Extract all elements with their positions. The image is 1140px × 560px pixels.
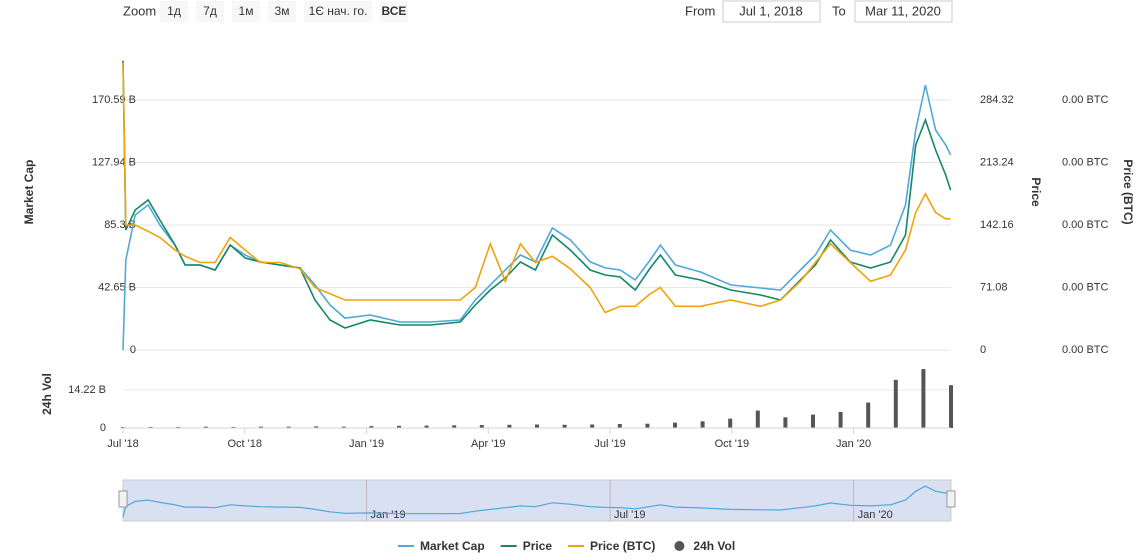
y3-tick-label: 0.00 BTC (1062, 156, 1109, 168)
y2-tick-label: 213.24 (980, 156, 1014, 168)
volume-axis-title: 24h Vol (40, 373, 54, 415)
navigator-bg (122, 479, 952, 522)
navigator-label: Jul '19 (614, 509, 645, 521)
x-tick-label: Apr '19 (471, 438, 506, 450)
legend-label[interactable]: Market Cap (420, 539, 485, 553)
volume-bar (341, 426, 346, 428)
legend-symbol[interactable] (674, 541, 685, 551)
y3-tick-label: 0.00 BTC (1062, 281, 1109, 293)
volume-bar (452, 425, 457, 428)
y2-tick-label: 0 (980, 344, 986, 356)
volume-bar (728, 418, 733, 428)
volume-bar (203, 426, 208, 428)
navigator-handle[interactable] (118, 490, 128, 508)
x-tick-label: Jan '19 (349, 438, 384, 450)
volume-bar (286, 426, 291, 428)
from-label: From (685, 3, 715, 18)
legend-label[interactable]: 24h Vol (693, 539, 735, 553)
volume-bar (479, 425, 484, 428)
volume-bar (369, 426, 374, 428)
zoom-button-label[interactable]: 1м (239, 4, 254, 18)
zoom-button[interactable] (380, 1, 408, 22)
y2-tick-label: 71.08 (980, 281, 1008, 293)
volume-bar (424, 425, 429, 428)
zoom-button-label[interactable]: 1д (167, 4, 181, 18)
volume-bar (590, 424, 595, 428)
volume-bar (176, 426, 181, 428)
zoom-button-label[interactable]: ВСЕ (382, 4, 407, 18)
x-tick-label: Oct '18 (228, 438, 263, 450)
navigator-line (122, 485, 951, 518)
volume-bar (921, 369, 926, 428)
y-tick-label: 0 (130, 344, 136, 356)
y-tick-label: 42.65 B (98, 281, 136, 293)
zoom-button[interactable] (232, 1, 260, 22)
volume-bar (700, 421, 705, 428)
volume-bar (507, 424, 512, 428)
navigator-handle[interactable] (946, 490, 956, 508)
series-line (122, 62, 951, 314)
y-tick-label: 170.59 B (92, 94, 136, 106)
volume-bar (259, 426, 263, 428)
volume-bar (811, 414, 815, 428)
y2-axis-title: Price (1029, 177, 1043, 207)
y3-tick-label: 0.00 BTC (1062, 94, 1109, 106)
y3-axis-title: Price (BTC) (1121, 159, 1135, 224)
zoom-button-label[interactable]: 3м (275, 4, 290, 18)
x-tick-label: Jul '18 (107, 438, 138, 450)
volume-bar (949, 385, 953, 428)
zoom-button[interactable] (268, 1, 296, 22)
volume-bar (314, 426, 319, 428)
volume-bar (673, 422, 677, 428)
zoom-button-label[interactable]: 7д (203, 4, 217, 18)
volume-bar (866, 402, 871, 428)
series-line (122, 60, 952, 329)
legend-label[interactable]: Price (BTC) (590, 539, 655, 553)
volume-bar (397, 425, 401, 428)
volume-bar (645, 423, 650, 428)
y2-tick-label: 284.32 (980, 94, 1014, 106)
volume-bar (893, 379, 898, 428)
from-value[interactable]: Jul 1, 2018 (739, 3, 803, 18)
volume-tick-label: 14.22 B (68, 384, 106, 396)
volume-bar (783, 417, 788, 428)
zoom-label: Zoom (123, 3, 156, 18)
y3-tick-label: 0.00 BTC (1062, 344, 1109, 356)
y-axis-title: Market Cap (22, 160, 36, 225)
volume-bar (231, 426, 236, 428)
volume-bar (838, 411, 843, 428)
to-label: To (832, 3, 846, 18)
volume-tick-label: 0 (100, 422, 106, 434)
zoom-button[interactable] (304, 1, 372, 22)
x-tick-label: Jan '20 (836, 438, 871, 450)
from-input[interactable] (722, 0, 821, 23)
x-tick-label: Jul '19 (594, 438, 625, 450)
navigator-label: Jan '20 (858, 509, 893, 521)
zoom-button[interactable] (160, 1, 188, 22)
zoom-button-label[interactable]: 1Є нач. го. (309, 4, 368, 18)
volume-bar (535, 424, 539, 428)
legend-label[interactable]: Price (523, 539, 553, 553)
to-input[interactable] (854, 0, 953, 23)
to-value[interactable]: Mar 11, 2020 (865, 3, 941, 18)
volume-bar (755, 410, 760, 428)
volume-bar (617, 423, 622, 428)
x-tick-label: Oct '19 (715, 438, 750, 450)
series-line (122, 84, 952, 351)
y-tick-label: 85.3 B (104, 219, 136, 231)
zoom-button[interactable] (196, 1, 224, 22)
volume-bar (562, 424, 567, 428)
navigator-label: Jan '19 (371, 509, 406, 521)
y3-tick-label: 0.00 BTC (1062, 219, 1109, 231)
y2-tick-label: 142.16 (980, 219, 1014, 231)
y-tick-label: 127.94 B (92, 156, 136, 168)
volume-bar (148, 426, 153, 428)
